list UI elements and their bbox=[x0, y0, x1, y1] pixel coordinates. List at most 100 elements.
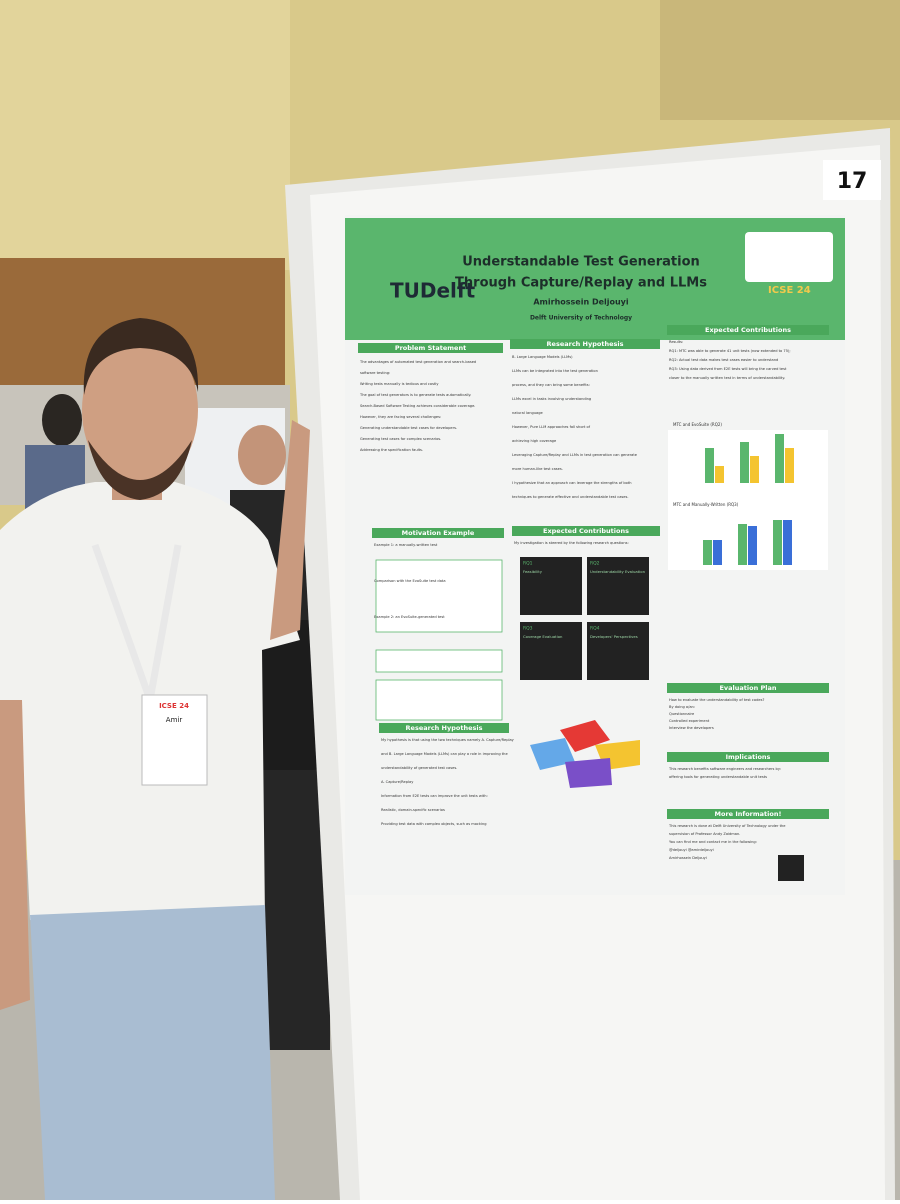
badge-event: ICSE 24 bbox=[159, 702, 189, 710]
jeans bbox=[30, 905, 275, 1200]
rq-id: RQ3 bbox=[523, 626, 533, 632]
section-text: Generating understandable test cases for… bbox=[360, 426, 457, 430]
section-heading-bar bbox=[667, 325, 829, 335]
section-text: achieving high coverage bbox=[512, 439, 557, 443]
person-bg bbox=[42, 394, 82, 446]
section-text: supervision of Professor Andy Zaidman. bbox=[669, 832, 740, 836]
diagram-piece bbox=[565, 758, 612, 788]
arm bbox=[0, 700, 30, 1010]
section-text: Information from E2E tests can improve t… bbox=[381, 794, 488, 798]
poster-title: Through Capture/Replay and LLMs bbox=[455, 276, 707, 291]
chart-bar bbox=[775, 434, 784, 483]
section-heading-bar bbox=[667, 809, 829, 819]
chart-bar bbox=[703, 540, 712, 565]
section-heading-bar bbox=[379, 723, 509, 733]
conference: ICSE 24 bbox=[768, 285, 811, 296]
diagram-piece bbox=[530, 738, 575, 770]
code-block bbox=[375, 559, 503, 633]
chart-bar bbox=[748, 526, 757, 565]
section-text: The advantages of automated test generat… bbox=[359, 360, 476, 364]
section-text: My hypothesis is that using the two tech… bbox=[381, 738, 515, 742]
section-text: However, Pure LLM approaches fall short … bbox=[512, 425, 591, 429]
poster-title: Understandable Test Generation bbox=[462, 255, 700, 270]
section-heading-bar bbox=[510, 339, 660, 349]
rq-title: Coverage Evaluation bbox=[523, 634, 563, 639]
section-text: Comparison with the EvoSuite test data bbox=[374, 579, 446, 583]
section-heading: Problem Statement bbox=[395, 344, 466, 352]
chart-bar bbox=[705, 448, 714, 483]
section-text: Leveraging Capture/Replay and LLMs in te… bbox=[512, 453, 638, 457]
section-text: Example 1: a manually-written test bbox=[374, 543, 438, 547]
person-bg bbox=[238, 425, 286, 485]
chart-title: MTC and Manually-Written (RQ3) bbox=[673, 502, 739, 507]
section-text: The goal of test generators is to genera… bbox=[359, 393, 472, 397]
chart-bar bbox=[785, 448, 794, 483]
chart-bar bbox=[738, 524, 747, 565]
section-text: RQ2: Actual test data makes test cases e… bbox=[669, 358, 778, 362]
section-text: This research benefits software engineer… bbox=[668, 767, 781, 771]
section-heading-bar bbox=[667, 752, 829, 762]
section-text: This research is done at Delft Universit… bbox=[668, 824, 786, 828]
chart-bar bbox=[783, 520, 792, 565]
section-text: techniques to generate effective and und… bbox=[512, 495, 629, 499]
section-heading: Expected Contributions bbox=[705, 326, 791, 334]
poster-content: Problem Statement The advantages of autom… bbox=[358, 325, 829, 860]
logo: TUDelft bbox=[390, 279, 476, 303]
section-heading: More Information! bbox=[715, 810, 782, 818]
affiliation: Delft University of Technology bbox=[530, 315, 632, 322]
board-number: 17 bbox=[837, 169, 868, 194]
section-heading-bar bbox=[358, 343, 503, 353]
conference-logo bbox=[745, 232, 833, 282]
ceiling-opening bbox=[660, 0, 900, 120]
rq-title: Feasibility bbox=[523, 569, 543, 574]
beard bbox=[88, 440, 192, 500]
section-heading: Evaluation Plan bbox=[719, 684, 776, 692]
section-text: understandability of generated test case… bbox=[381, 766, 457, 770]
section-text: B. Large Language Models (LLMs) bbox=[512, 355, 573, 359]
rq-box bbox=[587, 557, 649, 615]
section-text: offering tools for generating understand… bbox=[669, 775, 767, 779]
section-text: Providing test data with complex objects… bbox=[381, 822, 487, 826]
wall-upper bbox=[0, 0, 290, 270]
section-heading-bar bbox=[512, 526, 660, 536]
section-heading-bar bbox=[372, 528, 504, 538]
chart-bar bbox=[773, 520, 782, 565]
section-text: Example 2: an EvoSuite-generated test bbox=[374, 615, 445, 619]
section-text: My investigation is steered by the follo… bbox=[514, 541, 629, 545]
arm bbox=[270, 420, 310, 640]
section-heading-bar bbox=[667, 683, 829, 693]
number-card bbox=[823, 160, 881, 200]
section-text: Addressing the specification faults. bbox=[360, 448, 423, 452]
author: Amirhossein Deljouyi bbox=[533, 298, 629, 307]
section-heading: Research Hypothesis bbox=[547, 340, 624, 348]
badge bbox=[141, 694, 208, 786]
chart-bar bbox=[715, 466, 724, 483]
section-text: process, and they can bring some benefit… bbox=[512, 383, 590, 387]
section-text: Generating test cases for complex scenar… bbox=[360, 437, 441, 441]
rq-id: RQ1 bbox=[523, 561, 533, 567]
rq-box bbox=[520, 622, 582, 680]
rq-id: RQ2 bbox=[590, 561, 600, 567]
section-text: Writing tests manually is tedious and co… bbox=[360, 382, 439, 386]
section-text: RQ3: Using data derived from E2E tests w… bbox=[669, 367, 787, 371]
section-text: Questionnaire bbox=[669, 712, 695, 716]
chart-bar bbox=[713, 540, 722, 565]
section-text: RQ1: MTC was able to generate 41 unit te… bbox=[669, 349, 791, 353]
hair bbox=[83, 318, 199, 395]
rq-id: RQ4 bbox=[590, 626, 600, 632]
section-text: Amirhossein Deljouyi bbox=[669, 856, 707, 860]
chart-title: MTC and EvoSuite (RQ2) bbox=[673, 422, 722, 427]
section-text: more human-like test cases. bbox=[512, 467, 563, 471]
section-heading: Expected Contributions bbox=[543, 527, 629, 535]
section-text: A. Capture/Replay bbox=[381, 780, 414, 784]
section-text: @deljouyi @amirdeljouyi bbox=[669, 848, 714, 852]
section-text: Controlled experiment bbox=[669, 719, 710, 723]
rq-title: Understandability Evaluation bbox=[590, 569, 646, 574]
face bbox=[82, 332, 198, 488]
rq-box bbox=[520, 557, 582, 615]
section-text: I hypothesize that an approach can lever… bbox=[512, 481, 632, 485]
section-heading: Motivation Example bbox=[402, 529, 475, 537]
chart-bar bbox=[750, 456, 759, 483]
